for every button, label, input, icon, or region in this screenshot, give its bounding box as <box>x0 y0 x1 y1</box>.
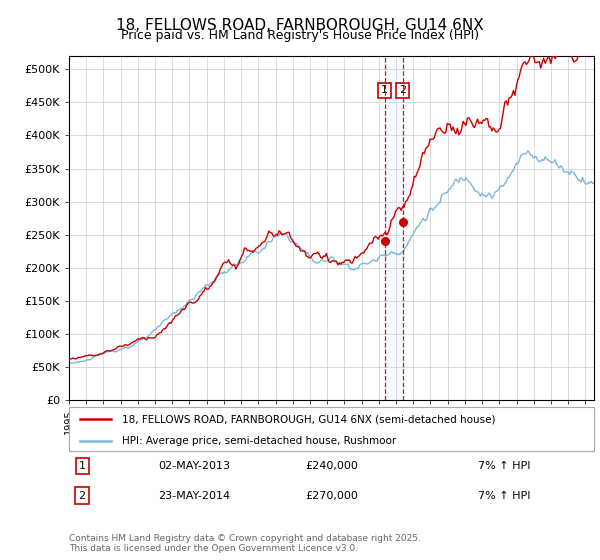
Bar <box>385 56 403 400</box>
Text: HPI: Average price, semi-detached house, Rushmoor: HPI: Average price, semi-detached house,… <box>121 436 396 446</box>
FancyBboxPatch shape <box>69 407 594 451</box>
Text: 18, FELLOWS ROAD, FARNBOROUGH, GU14 6NX (semi-detached house): 18, FELLOWS ROAD, FARNBOROUGH, GU14 6NX … <box>121 414 495 424</box>
Text: Price paid vs. HM Land Registry's House Price Index (HPI): Price paid vs. HM Land Registry's House … <box>121 29 479 42</box>
Text: 23-MAY-2014: 23-MAY-2014 <box>158 491 230 501</box>
Text: Contains HM Land Registry data © Crown copyright and database right 2025.
This d: Contains HM Land Registry data © Crown c… <box>69 534 421 553</box>
Text: 2: 2 <box>79 491 86 501</box>
Text: £240,000: £240,000 <box>305 461 358 471</box>
Text: 18, FELLOWS ROAD, FARNBOROUGH, GU14 6NX: 18, FELLOWS ROAD, FARNBOROUGH, GU14 6NX <box>116 18 484 33</box>
Text: 1: 1 <box>381 86 388 95</box>
Text: 7% ↑ HPI: 7% ↑ HPI <box>479 461 531 471</box>
Text: 1: 1 <box>79 461 86 471</box>
Text: 7% ↑ HPI: 7% ↑ HPI <box>479 491 531 501</box>
Text: 2: 2 <box>399 86 406 95</box>
Text: 02-MAY-2013: 02-MAY-2013 <box>158 461 230 471</box>
Text: £270,000: £270,000 <box>305 491 358 501</box>
